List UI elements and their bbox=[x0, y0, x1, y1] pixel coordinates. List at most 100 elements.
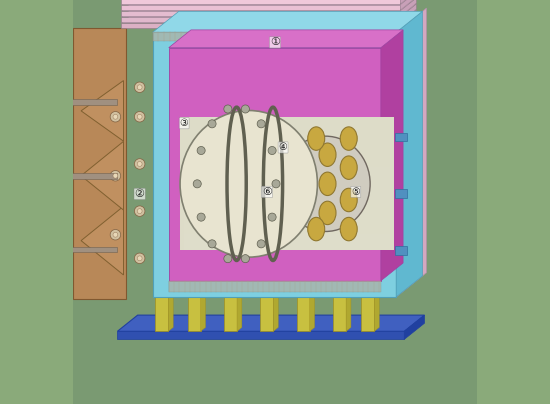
Polygon shape bbox=[152, 11, 422, 32]
Bar bbox=[65, 246, 118, 252]
Circle shape bbox=[268, 147, 276, 155]
Polygon shape bbox=[400, 0, 416, 4]
Circle shape bbox=[268, 213, 276, 221]
Polygon shape bbox=[122, 0, 416, 5]
Polygon shape bbox=[152, 32, 396, 297]
Circle shape bbox=[224, 105, 232, 113]
Polygon shape bbox=[73, 28, 125, 299]
Polygon shape bbox=[396, 11, 422, 297]
Polygon shape bbox=[168, 293, 173, 331]
Circle shape bbox=[113, 173, 118, 178]
Circle shape bbox=[138, 85, 142, 90]
Polygon shape bbox=[261, 297, 273, 331]
Polygon shape bbox=[122, 0, 416, 11]
Polygon shape bbox=[361, 293, 380, 297]
Circle shape bbox=[197, 213, 205, 221]
Circle shape bbox=[134, 159, 145, 169]
Polygon shape bbox=[81, 206, 124, 275]
Text: ⑤: ⑤ bbox=[351, 187, 360, 197]
Polygon shape bbox=[118, 331, 404, 339]
Bar bbox=[65, 99, 118, 105]
Polygon shape bbox=[297, 297, 310, 331]
Circle shape bbox=[208, 120, 216, 128]
Polygon shape bbox=[224, 293, 242, 297]
Circle shape bbox=[138, 162, 142, 166]
Polygon shape bbox=[122, 0, 400, 4]
Polygon shape bbox=[81, 80, 124, 141]
Circle shape bbox=[110, 229, 120, 240]
Polygon shape bbox=[400, 0, 416, 10]
Circle shape bbox=[113, 232, 118, 237]
Circle shape bbox=[224, 255, 232, 263]
Ellipse shape bbox=[340, 188, 357, 212]
Polygon shape bbox=[224, 297, 237, 331]
Polygon shape bbox=[180, 117, 394, 250]
Circle shape bbox=[257, 240, 265, 248]
Circle shape bbox=[241, 255, 250, 263]
Polygon shape bbox=[169, 30, 403, 48]
Polygon shape bbox=[261, 293, 278, 297]
Ellipse shape bbox=[319, 172, 336, 196]
Polygon shape bbox=[333, 293, 351, 297]
Text: ①: ① bbox=[270, 38, 280, 47]
Ellipse shape bbox=[319, 143, 336, 166]
Polygon shape bbox=[400, 4, 416, 22]
Ellipse shape bbox=[340, 156, 357, 179]
Polygon shape bbox=[73, 0, 477, 404]
Polygon shape bbox=[122, 17, 400, 22]
Circle shape bbox=[208, 240, 216, 248]
Polygon shape bbox=[156, 297, 168, 331]
Polygon shape bbox=[361, 297, 375, 331]
Polygon shape bbox=[346, 293, 351, 331]
Bar bbox=[65, 173, 118, 179]
Bar bbox=[395, 189, 406, 198]
Polygon shape bbox=[188, 297, 201, 331]
Circle shape bbox=[272, 180, 280, 188]
Circle shape bbox=[113, 114, 118, 119]
Polygon shape bbox=[122, 4, 416, 17]
Polygon shape bbox=[122, 23, 400, 28]
Ellipse shape bbox=[307, 217, 324, 241]
Text: ④: ④ bbox=[279, 143, 288, 152]
Circle shape bbox=[197, 147, 205, 155]
Ellipse shape bbox=[340, 217, 357, 241]
Polygon shape bbox=[375, 293, 379, 331]
Ellipse shape bbox=[319, 201, 336, 225]
Circle shape bbox=[257, 120, 265, 128]
Polygon shape bbox=[237, 293, 242, 331]
Circle shape bbox=[110, 170, 120, 181]
Circle shape bbox=[134, 206, 145, 217]
Ellipse shape bbox=[340, 127, 357, 150]
Polygon shape bbox=[122, 10, 416, 23]
Polygon shape bbox=[310, 293, 315, 331]
Circle shape bbox=[138, 209, 142, 214]
Polygon shape bbox=[169, 281, 381, 292]
Polygon shape bbox=[201, 293, 206, 331]
Polygon shape bbox=[81, 141, 124, 210]
Polygon shape bbox=[370, 32, 396, 297]
Text: ⑥: ⑥ bbox=[262, 187, 272, 197]
Polygon shape bbox=[118, 315, 425, 331]
Polygon shape bbox=[400, 10, 416, 28]
Polygon shape bbox=[169, 48, 381, 281]
Polygon shape bbox=[400, 0, 416, 16]
Circle shape bbox=[193, 180, 201, 188]
Polygon shape bbox=[152, 32, 396, 41]
Polygon shape bbox=[333, 297, 346, 331]
Polygon shape bbox=[122, 5, 400, 10]
Circle shape bbox=[134, 82, 145, 93]
Circle shape bbox=[138, 256, 142, 261]
Polygon shape bbox=[188, 293, 206, 297]
Polygon shape bbox=[381, 30, 403, 281]
Bar bbox=[395, 246, 406, 255]
Circle shape bbox=[138, 114, 142, 119]
Polygon shape bbox=[156, 293, 173, 297]
Polygon shape bbox=[273, 293, 278, 331]
Ellipse shape bbox=[307, 127, 324, 150]
Polygon shape bbox=[122, 11, 400, 16]
Circle shape bbox=[134, 253, 145, 263]
Bar bbox=[395, 133, 406, 141]
Ellipse shape bbox=[281, 136, 370, 231]
Ellipse shape bbox=[180, 110, 317, 257]
Circle shape bbox=[110, 112, 120, 122]
